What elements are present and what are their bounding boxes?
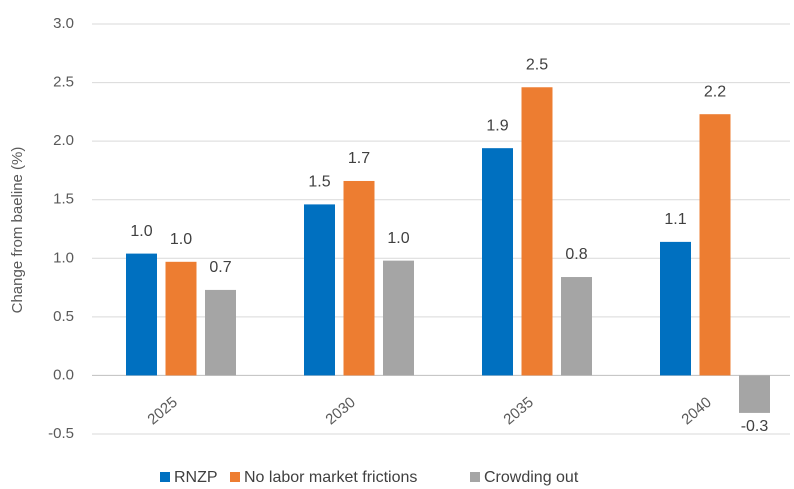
bar [304, 204, 335, 376]
y-tick-label: 2.0 [53, 132, 74, 149]
x-tick-label: 2025 [144, 394, 180, 428]
x-tick-label: 2035 [500, 394, 536, 428]
y-tick-label: 1.5 [53, 191, 74, 208]
data-label: 0.7 [209, 259, 231, 276]
bar [561, 277, 592, 376]
x-tick-label: 2040 [678, 394, 714, 428]
data-label: 1.9 [486, 117, 508, 134]
data-label: 1.7 [348, 150, 370, 167]
legend-swatch [470, 472, 480, 482]
data-label: 2.2 [704, 83, 726, 100]
data-label: 2.5 [526, 56, 548, 73]
y-tick-label: 2.5 [53, 74, 74, 91]
y-tick-label: 3.0 [53, 15, 74, 32]
y-axis-label: Change from baeline (%) [9, 147, 26, 314]
y-tick-label: 1.0 [53, 249, 74, 266]
bar [699, 114, 731, 376]
x-tick-label: 2030 [322, 394, 358, 428]
y-tick-label: 0.0 [53, 366, 74, 383]
y-tick-label: -0.5 [48, 425, 74, 442]
bar [205, 289, 236, 376]
data-label: 1.0 [130, 223, 152, 240]
bar [482, 148, 513, 376]
legend-swatch [230, 472, 240, 482]
bar [383, 260, 414, 376]
data-label: 1.5 [308, 174, 330, 191]
bar [739, 375, 770, 413]
bar [165, 261, 197, 376]
data-label: 0.8 [565, 246, 587, 263]
y-tick-label: 0.5 [53, 308, 74, 325]
bar [343, 180, 375, 376]
legend-label: RNZP [174, 469, 218, 486]
data-label: 1.0 [170, 231, 192, 248]
legend-swatch [160, 472, 170, 482]
data-label: -0.3 [741, 418, 769, 435]
bar [660, 241, 691, 376]
bar [126, 253, 157, 376]
bar [521, 87, 553, 376]
data-label: 1.1 [664, 211, 686, 228]
legend-label: Crowding out [484, 469, 579, 486]
legend-label: No labor market frictions [244, 469, 417, 486]
data-label: 1.0 [387, 230, 409, 247]
